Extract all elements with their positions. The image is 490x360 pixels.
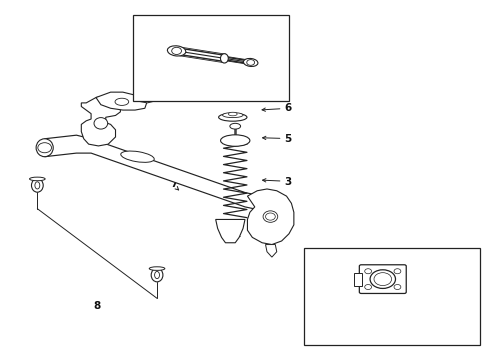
Circle shape — [370, 270, 395, 288]
Polygon shape — [81, 96, 121, 146]
Ellipse shape — [228, 112, 237, 116]
Ellipse shape — [35, 182, 40, 189]
Ellipse shape — [36, 139, 53, 157]
Text: 1: 1 — [312, 310, 319, 319]
FancyBboxPatch shape — [359, 265, 406, 293]
Ellipse shape — [29, 177, 45, 181]
Text: 2: 2 — [141, 62, 148, 72]
Text: 5: 5 — [284, 134, 291, 144]
Circle shape — [247, 60, 255, 65]
Ellipse shape — [115, 98, 129, 105]
Ellipse shape — [121, 151, 154, 162]
Ellipse shape — [151, 268, 163, 282]
Polygon shape — [247, 189, 294, 244]
Polygon shape — [96, 92, 147, 110]
Circle shape — [394, 284, 401, 289]
Text: 3: 3 — [284, 177, 291, 187]
Ellipse shape — [220, 54, 228, 63]
Text: 7: 7 — [171, 179, 178, 189]
Ellipse shape — [168, 46, 186, 56]
Circle shape — [374, 273, 392, 285]
Circle shape — [365, 284, 371, 289]
Circle shape — [172, 47, 181, 54]
Circle shape — [394, 269, 401, 274]
Ellipse shape — [263, 211, 278, 222]
Text: 4: 4 — [284, 218, 291, 228]
Polygon shape — [216, 220, 245, 243]
Ellipse shape — [94, 118, 108, 129]
Polygon shape — [45, 135, 272, 211]
Bar — [354, 273, 362, 285]
Bar — [133, 15, 289, 101]
Ellipse shape — [220, 135, 250, 146]
Ellipse shape — [31, 179, 43, 192]
Polygon shape — [266, 244, 277, 257]
Polygon shape — [138, 92, 155, 103]
Ellipse shape — [222, 113, 243, 118]
Ellipse shape — [230, 123, 241, 129]
Circle shape — [38, 143, 51, 153]
Ellipse shape — [149, 267, 165, 270]
Circle shape — [266, 213, 275, 220]
Text: 6: 6 — [284, 103, 291, 113]
Text: 8: 8 — [94, 301, 101, 311]
Ellipse shape — [155, 271, 159, 279]
Ellipse shape — [244, 58, 258, 67]
Bar — [304, 248, 480, 345]
Circle shape — [365, 269, 371, 274]
Ellipse shape — [219, 113, 247, 121]
